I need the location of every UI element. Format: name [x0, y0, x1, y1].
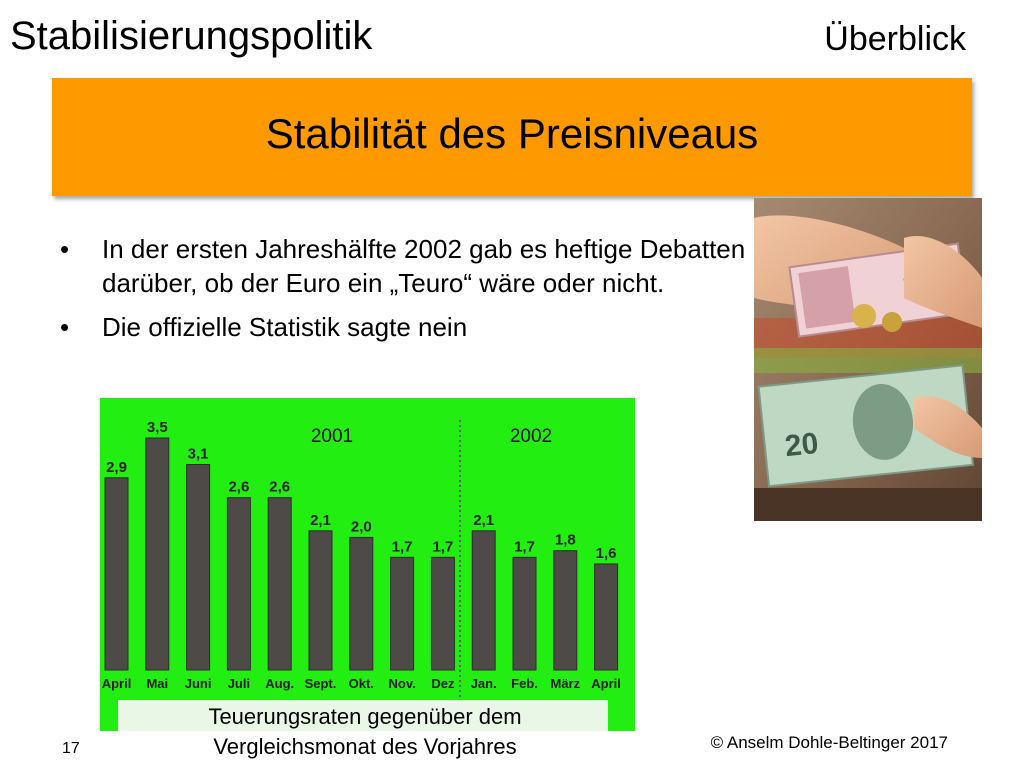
slide-title: Stabilität des Preisniveaus	[265, 110, 759, 157]
year-label-2002: 2002	[510, 426, 552, 447]
month-label: Nov.	[388, 676, 415, 691]
bar-value-label: 2,6	[269, 479, 290, 496]
bar-11	[553, 550, 578, 671]
bullet-item: Die offizielle Statistik sagte nein	[58, 310, 748, 344]
month-label: Sept.	[305, 676, 337, 691]
caption-line-1: Teuerungsraten gegenüber dem	[208, 704, 522, 729]
month-label: April	[591, 676, 621, 691]
bar-value-label: 2,1	[310, 512, 331, 529]
copyright-notice: © Anselm Dohle-Beltinger 2017	[710, 733, 948, 752]
bar-2	[186, 464, 211, 671]
page-number: 17	[62, 740, 80, 757]
month-label: Jan.	[471, 676, 497, 691]
bar-value-label: 2,9	[106, 459, 127, 476]
bar-9	[471, 530, 496, 671]
bar-value-label: 1,8	[555, 532, 576, 549]
svg-text:20: 20	[783, 427, 820, 463]
caption-line-2: Vergleichsmonat des Vorjahres	[213, 734, 517, 759]
bar-value-label: 3,5	[147, 419, 168, 436]
month-label: Aug.	[265, 676, 294, 691]
month-label: März	[550, 676, 580, 691]
bar-6	[349, 536, 374, 671]
bar-value-label: 2,1	[473, 512, 494, 529]
bar-3	[226, 497, 251, 671]
bar-value-label: 2,0	[351, 518, 372, 535]
bar-value-label: 1,7	[432, 538, 453, 555]
bar-7	[390, 556, 415, 671]
month-label: Juli	[228, 676, 250, 691]
bar-12	[594, 563, 619, 671]
bar-4	[267, 497, 292, 671]
bar-value-label: 1,7	[392, 538, 413, 555]
month-label: Juni	[185, 676, 212, 691]
slide-section: Überblick	[824, 20, 966, 58]
bars-group: 2,9 April 3,5 Mai 3,1 Juni 2,6 Juli 2,6 Aug. 2,1 Se…	[102, 419, 621, 691]
bar-1	[145, 437, 170, 671]
bar-10	[512, 556, 537, 671]
banknotes-photo: 10 20	[754, 198, 982, 521]
month-label: Feb.	[511, 676, 538, 691]
chart-caption: Teuerungsraten gegenüber dem Vergleichsm…	[110, 702, 620, 762]
year-label-2001: 2001	[311, 426, 353, 447]
month-label: Dez	[431, 676, 455, 691]
bar-8	[430, 556, 455, 671]
bar-value-label: 1,7	[514, 538, 535, 555]
bullet-item: In der ersten Jahreshälfte 2002 gab es h…	[58, 232, 748, 300]
bar-value-label: 3,1	[188, 446, 209, 463]
slide-topic: Stabilisierungspolitik	[10, 14, 373, 58]
month-label: Okt.	[349, 676, 374, 691]
month-label: Mai	[146, 676, 168, 691]
bar-5	[308, 530, 333, 671]
bar-value-label: 2,6	[228, 479, 249, 496]
bar-0	[104, 477, 129, 671]
euro-and-dm-banknotes-photo-icon: 10 20	[754, 198, 982, 521]
month-label: April	[102, 676, 132, 691]
bar-value-label: 1,6	[596, 545, 617, 562]
inflation-bar-chart: 2001 2002 2,9 April 3,5 Mai 3,1 Juni 2,6 Juli 2,…	[100, 398, 635, 731]
caption-background	[118, 700, 608, 731]
chart-canvas: 2001 2002 2,9April3,5Mai3,1Juni2,6Juli2,…	[102, 419, 621, 698]
bullet-list: In der ersten Jahreshälfte 2002 gab es h…	[58, 232, 748, 354]
title-banner: Stabilität des Preisniveaus	[52, 78, 972, 196]
